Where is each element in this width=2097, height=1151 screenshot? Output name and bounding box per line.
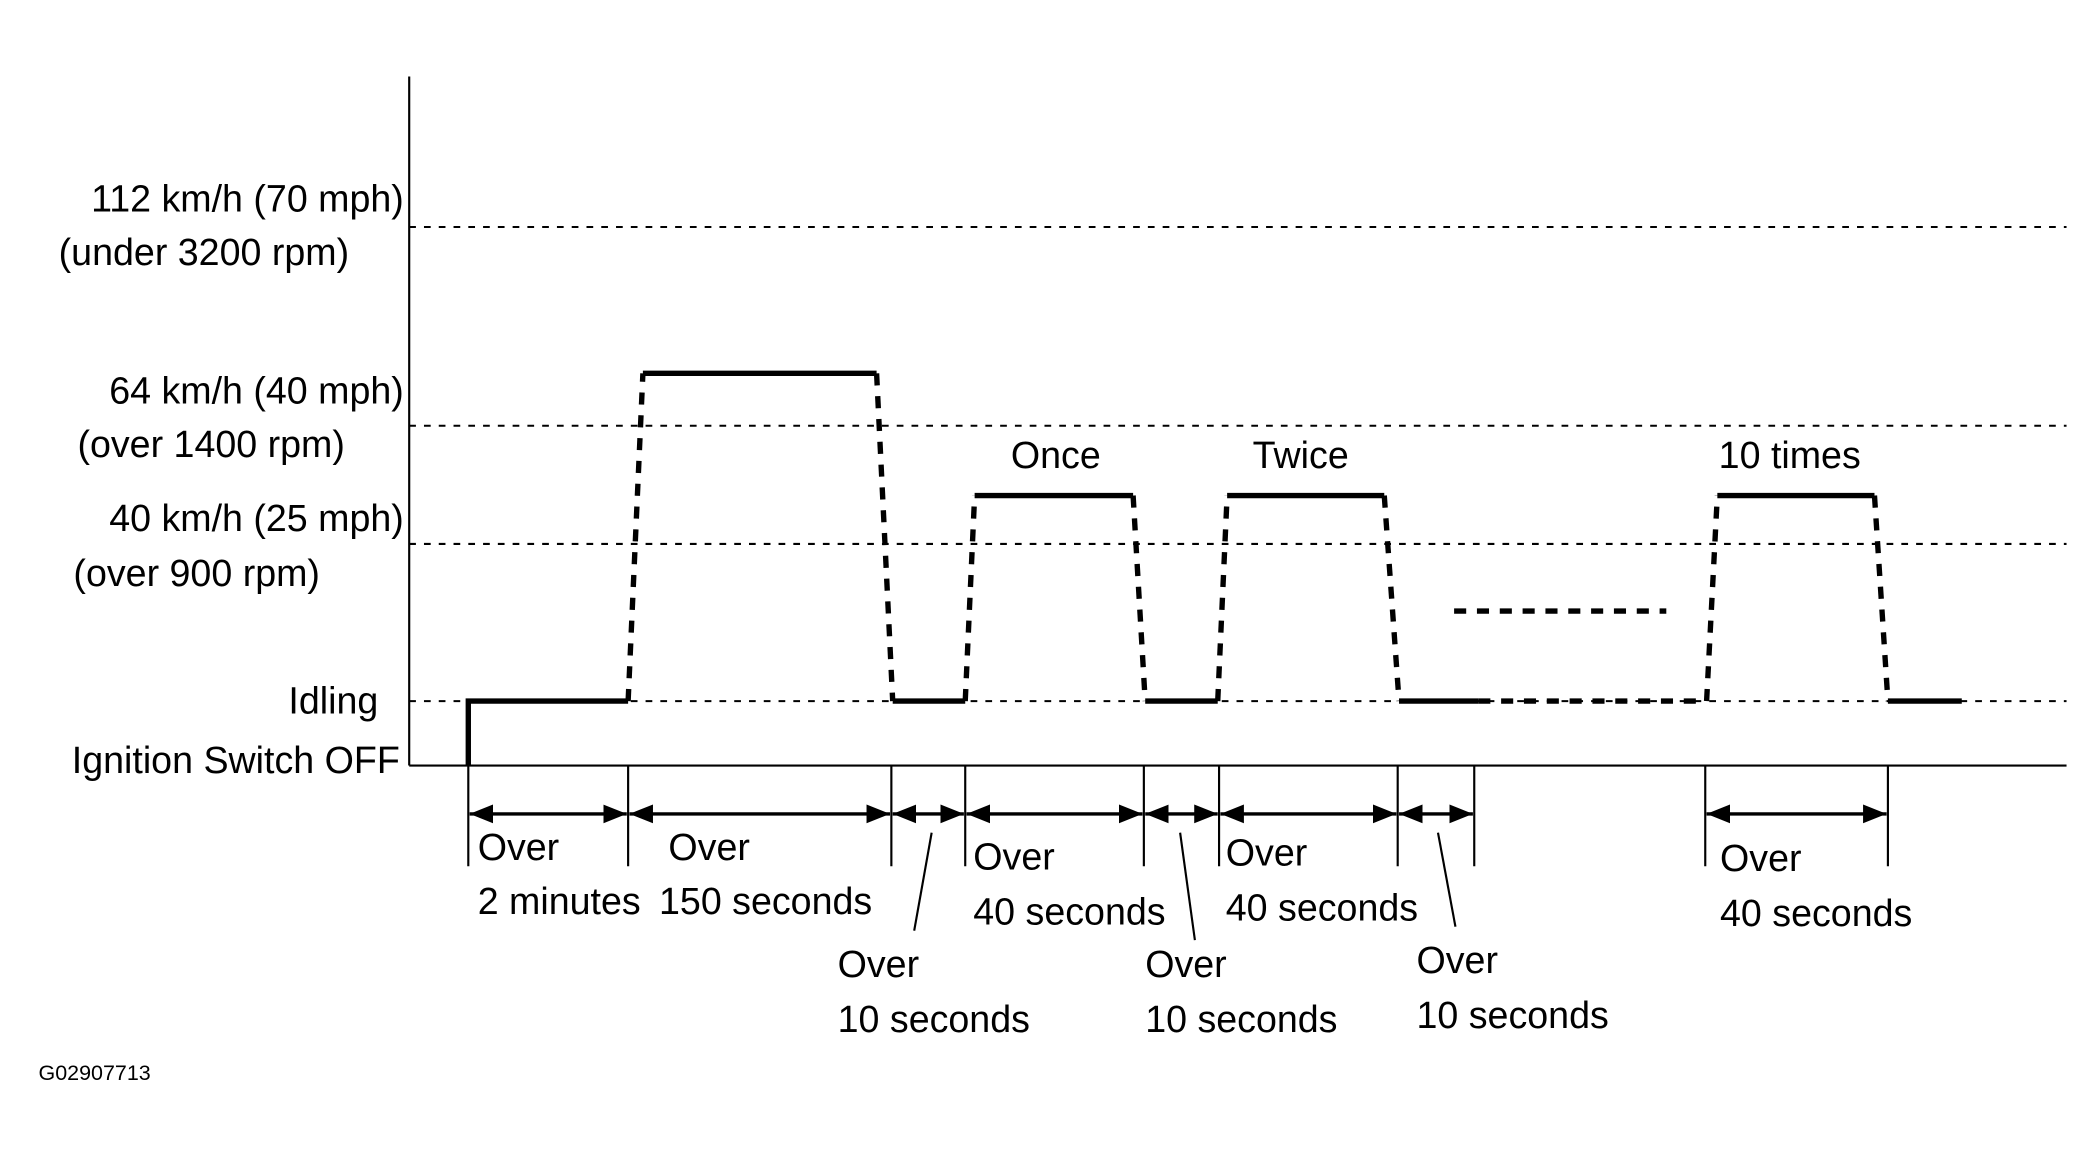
interval-label: 40 seconds	[1720, 892, 1912, 934]
level-label: Ignition Switch OFF	[72, 739, 400, 781]
level-label: (under 3200 rpm)	[59, 231, 349, 273]
speed-profile	[465, 370, 1962, 766]
level-label: 64 km/h (40 mph)	[109, 369, 404, 411]
level-label: 112 km/h (70 mph)	[91, 177, 404, 219]
interval-label: 40 seconds	[1226, 887, 1418, 929]
interval-label: 10 seconds	[838, 998, 1030, 1040]
interval-label: Over	[1145, 943, 1226, 985]
leader-lines	[913, 832, 1457, 941]
interval-label: 40 seconds	[973, 891, 1165, 933]
level-label: Idling	[288, 680, 378, 722]
interval-label: Over	[478, 826, 559, 868]
level-label: 40 km/h (25 mph)	[109, 497, 404, 539]
interval-boundaries	[467, 765, 1889, 867]
interval-label: Over	[1226, 831, 1307, 873]
interval-label: Over	[973, 835, 1054, 877]
interval-label: 150 seconds	[659, 880, 872, 922]
figure-id: G02907713	[39, 1061, 151, 1085]
level-label: (over 900 rpm)	[73, 552, 320, 594]
level-label: (over 1400 rpm)	[77, 423, 344, 465]
interval-label: 2 minutes	[478, 880, 641, 922]
interval-label: 10 seconds	[1416, 994, 1608, 1036]
interval-label: Over	[1720, 837, 1801, 879]
interval-label: Over	[838, 943, 919, 985]
interval-label: Over	[1416, 939, 1497, 981]
interval-label: 10 seconds	[1145, 998, 1337, 1040]
annotation: 10 times	[1719, 434, 1861, 476]
interval-label: Over	[668, 826, 749, 868]
annotation: Once	[1011, 434, 1101, 476]
annotation: Twice	[1253, 434, 1349, 476]
